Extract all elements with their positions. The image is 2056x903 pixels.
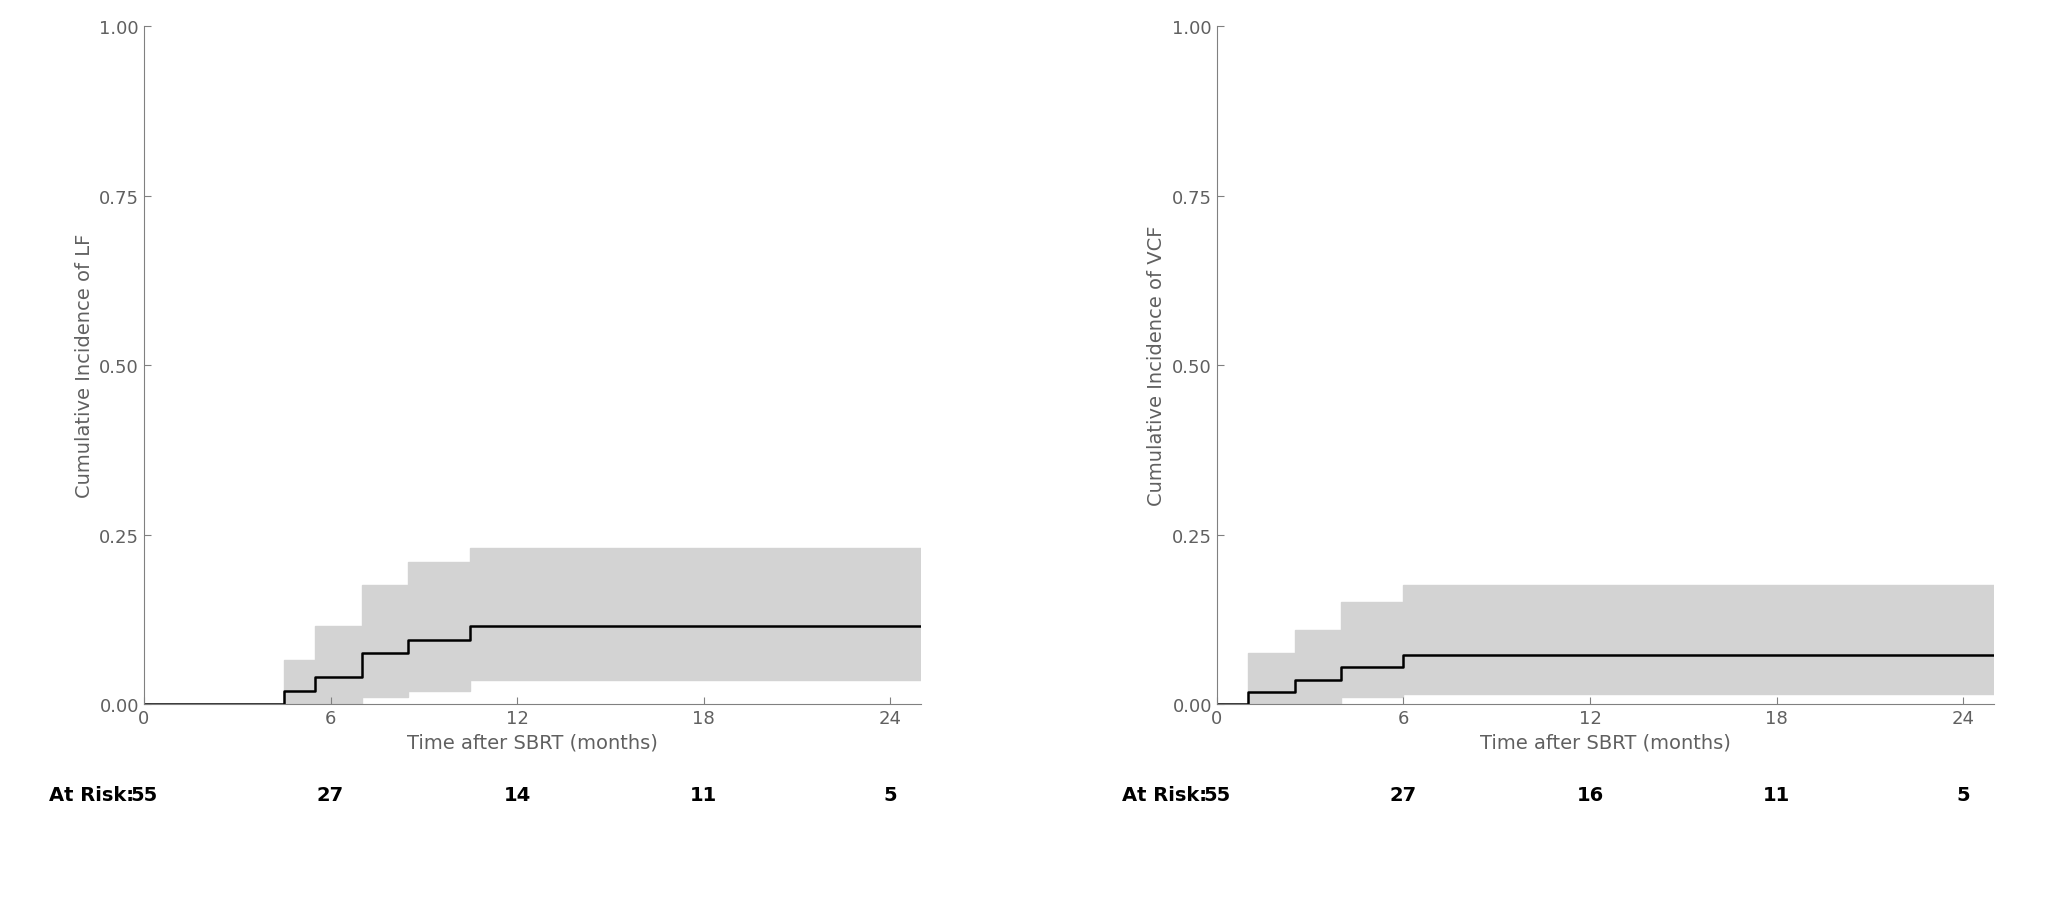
X-axis label: Time after SBRT (months): Time after SBRT (months) [407,732,658,751]
Text: 55: 55 [130,786,158,805]
Polygon shape [1217,586,1994,704]
X-axis label: Time after SBRT (months): Time after SBRT (months) [1480,732,1731,751]
Y-axis label: Cumulative Incidence of LF: Cumulative Incidence of LF [74,234,93,498]
Polygon shape [144,548,921,704]
Text: 11: 11 [1762,786,1791,805]
Text: 16: 16 [1577,786,1604,805]
Text: 11: 11 [691,786,718,805]
Text: 5: 5 [884,786,896,805]
Text: At Risk:: At Risk: [49,786,134,805]
Text: 27: 27 [317,786,343,805]
Text: 5: 5 [1957,786,1970,805]
Y-axis label: Cumulative Incidence of VCF: Cumulative Incidence of VCF [1147,226,1166,506]
Text: 14: 14 [504,786,530,805]
Text: 55: 55 [1203,786,1229,805]
Text: At Risk:: At Risk: [1123,786,1207,805]
Text: 27: 27 [1390,786,1417,805]
